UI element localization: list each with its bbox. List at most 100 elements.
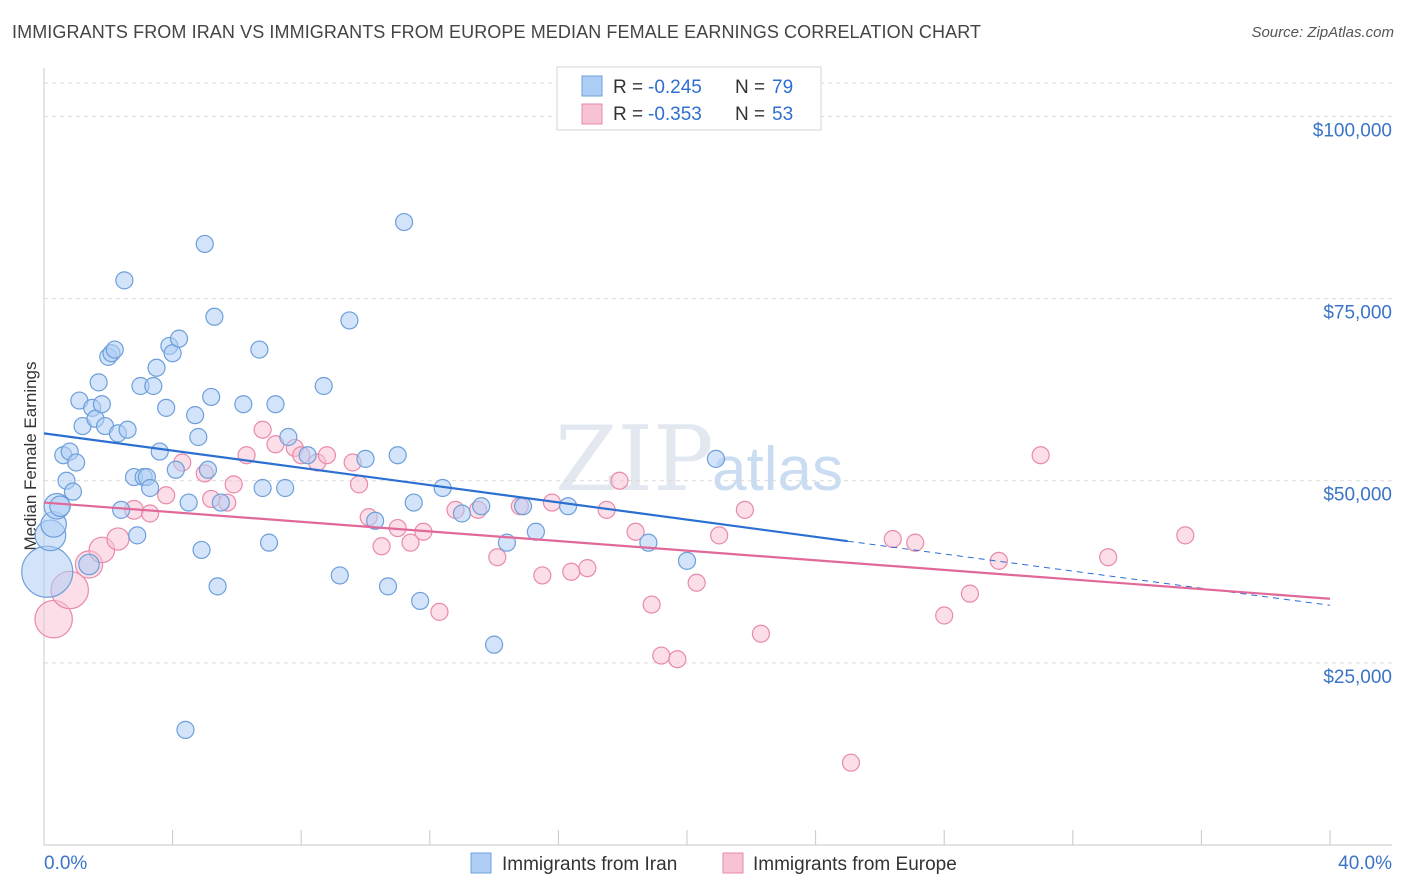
iran-point — [89, 373, 108, 392]
y-tick-label: $75,000 — [1323, 303, 1392, 324]
iran-point — [340, 311, 359, 330]
iran-point — [388, 446, 407, 465]
y-tick-label: $25,000 — [1323, 667, 1392, 688]
legend-iran-r-label: R = — [613, 77, 643, 98]
europe-point — [642, 595, 661, 614]
iran-point — [198, 460, 218, 479]
legend-europe-row: R = -0.353 N = 53 — [613, 104, 793, 125]
y-tick-label: $100,000 — [1313, 120, 1392, 141]
europe-point — [372, 537, 391, 556]
iran-point — [144, 376, 163, 396]
iran-point — [140, 478, 160, 498]
europe-point — [140, 504, 160, 523]
watermark-atlas: atlas — [712, 435, 843, 504]
iran-point — [78, 553, 100, 576]
iran-point — [49, 495, 71, 518]
iran-point — [67, 453, 86, 472]
bottom-legend-swatch-iran — [470, 852, 492, 874]
source-credit: Source: ZipAtlas.com — [1251, 24, 1394, 41]
iran-point — [485, 635, 504, 654]
europe-point — [668, 650, 687, 669]
legend-iran-n-label: N = — [735, 77, 765, 98]
europe-point — [533, 566, 552, 585]
iran-point — [404, 493, 423, 512]
y-tick-label: $50,000 — [1323, 485, 1392, 506]
axes — [43, 68, 1392, 846]
europe-point — [430, 602, 449, 621]
legend-iran-row: R = -0.245 N = 79 — [613, 77, 793, 98]
iran-point — [394, 212, 414, 232]
x-tick-label-min: 0.0% — [44, 853, 87, 874]
iran-point — [276, 478, 295, 498]
iran-point — [211, 493, 230, 512]
iran-point — [195, 234, 214, 254]
iran-point — [128, 526, 147, 545]
europe-point — [317, 446, 337, 465]
europe-point — [883, 529, 902, 549]
legend-iran-r-value: -0.245 — [648, 77, 702, 98]
legend-europe-n-label: N = — [735, 104, 765, 125]
europe-point — [349, 475, 369, 494]
bottom-legend-label-europe: Immigrants from Europe — [753, 854, 957, 875]
iran-point — [105, 340, 124, 359]
iran-point — [147, 358, 166, 377]
europe-point — [1176, 526, 1195, 545]
europe-point — [562, 562, 581, 581]
europe-point — [1031, 446, 1050, 465]
iran-point — [166, 460, 185, 479]
watermark-zip: ZIP — [555, 407, 714, 512]
europe-point — [935, 606, 954, 625]
legend-europe-r-label: R = — [613, 104, 643, 125]
europe-point — [735, 500, 754, 519]
trend-lines — [43, 432, 1331, 606]
europe-point — [224, 475, 243, 494]
iran-point — [169, 329, 189, 348]
legend-swatch-europe — [581, 103, 603, 125]
iran-point — [115, 271, 134, 290]
iran-point — [63, 482, 83, 501]
iran-point — [189, 427, 208, 447]
europe-point — [751, 624, 771, 643]
iran-point — [202, 387, 221, 407]
europe-point — [106, 527, 130, 551]
iran-point — [118, 420, 137, 439]
europe-point — [989, 551, 1008, 570]
iran-point — [253, 478, 272, 498]
gridlines — [44, 82, 1392, 664]
iran-point — [192, 540, 211, 560]
europe-point — [578, 559, 597, 578]
iran-point — [92, 395, 111, 414]
iran-point — [298, 446, 317, 465]
europe-point — [401, 533, 420, 552]
europe-point — [253, 420, 272, 439]
iran-point — [176, 720, 195, 739]
europe-point — [687, 573, 706, 592]
europe-point — [960, 584, 980, 603]
iran-point — [330, 566, 349, 585]
x-axis-ticks — [43, 830, 1331, 845]
x-tick-label-max: 40.0% — [1338, 853, 1392, 874]
iran-point — [21, 545, 74, 598]
iran-point — [411, 591, 430, 611]
correlation-legend: R = -0.245 N = 79 R = -0.353 N = 53 — [556, 66, 822, 131]
europe-point — [1099, 548, 1118, 567]
series-legend: Immigrants from Iran Immigrants from Eur… — [470, 852, 957, 875]
iran-point — [259, 533, 279, 552]
europe-point — [906, 533, 925, 552]
chart-title: IMMIGRANTS FROM IRAN VS IMMIGRANTS FROM … — [12, 22, 982, 42]
europe-point — [488, 548, 507, 567]
europe-point — [610, 471, 629, 490]
y-axis-label: Median Female Earnings — [21, 362, 40, 551]
iran-point — [157, 398, 176, 417]
iran-point — [314, 376, 333, 396]
iran-point — [266, 395, 285, 414]
legend-europe-n-value: 53 — [772, 104, 793, 125]
iran-point — [452, 504, 472, 523]
iran-point — [150, 442, 169, 461]
iran-point — [526, 522, 545, 541]
iran-point — [513, 497, 533, 516]
europe-point — [652, 646, 671, 665]
iran-point — [558, 497, 578, 516]
europe-point — [157, 486, 176, 505]
